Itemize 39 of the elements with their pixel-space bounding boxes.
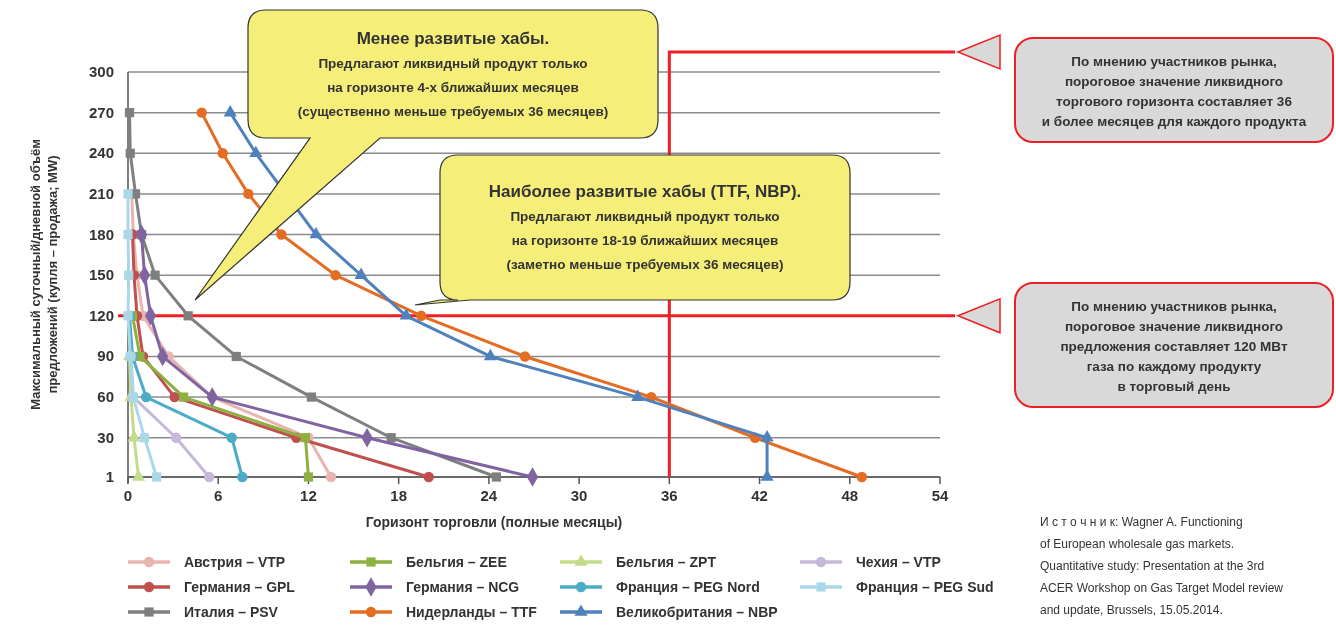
- x-tick-label: 48: [841, 487, 859, 504]
- legend-label: Чехия – VTP: [856, 554, 941, 570]
- x-tick-label: 36: [660, 487, 678, 504]
- text: По мнению участников рынка, пороговое значение ликвидного предложения составляет 120 МВт газа по каждому продукту в торговый день: [1060, 299, 1288, 394]
- legend-label: Бельгия – ZPT: [616, 554, 717, 570]
- x-tick-label: 6: [214, 487, 223, 504]
- text: И с т о ч н и к: Wagner A. Functioning of European wholesale gas markets. Quantitative study: Presentation at the 3rd ACER Workshop on Gas Target Model review and update, Brussels, 15.05.2014.: [1040, 515, 1284, 617]
- y-tick-label: 150: [88, 266, 114, 284]
- y-tick-label: 30: [97, 428, 114, 446]
- x-tick-label: 18: [390, 487, 408, 504]
- y-tick-label: 240: [88, 144, 114, 162]
- legend-label: Франция – PEG Nord: [616, 579, 760, 595]
- x-axis-title: Горизонт торговли (полные месяцы): [365, 514, 623, 530]
- x-tick-label: 54: [931, 487, 949, 504]
- x-tick-label: 0: [123, 487, 133, 504]
- legend-label: Великобритания – NBP: [616, 604, 778, 620]
- legend-label: Германия – NCG: [406, 579, 520, 595]
- y-tick-label: 210: [88, 184, 114, 202]
- legend-label: Нидерланды – TTF: [406, 604, 538, 620]
- legend-label: Франция – PEG Sud: [856, 579, 994, 595]
- y-tick-label: 270: [88, 103, 114, 121]
- y-tick-label: 120: [88, 306, 114, 324]
- y-axis-title: Максимальный суточный/дневной объём предложений (купля – продажа; MW): [28, 139, 60, 410]
- x-tick-label: 12: [300, 487, 317, 504]
- x-tick-label: 42: [751, 487, 768, 504]
- x-tick-label: 30: [570, 487, 588, 504]
- annotation: Менее развитые хабы. Предлагают ликвидный продукт только на горизонте 4-х ближайших месяцев (существенно меньше требуемых 36 месяцев): [297, 29, 609, 119]
- legend-label: Германия – GPL: [184, 579, 296, 595]
- text: По мнению участников рынка, пороговое значение ликвидного торгового горизонта составляет 36 и более месяцев для каждого продукта: [1041, 54, 1307, 129]
- y-tick-label: 90: [97, 347, 114, 365]
- y-tick-label: 60: [97, 388, 114, 406]
- legend-label: Австрия – VTP: [184, 554, 286, 570]
- legend-label: Италия – PSV: [184, 604, 279, 620]
- legend-label: Бельгия – ZEE: [406, 554, 507, 570]
- y-tick-label: 180: [88, 225, 114, 243]
- x-tick-label: 24: [480, 487, 498, 504]
- y-tick-label: 1: [105, 468, 114, 485]
- annotation: Наиболее развитые хабы (TTF, NBP). Предлагают ликвидный продукт только на горизонте 18-19 ближайших месяцев (заметно меньше требуемых 36 месяцев): [488, 182, 802, 272]
- y-tick-label: 300: [88, 63, 114, 80]
